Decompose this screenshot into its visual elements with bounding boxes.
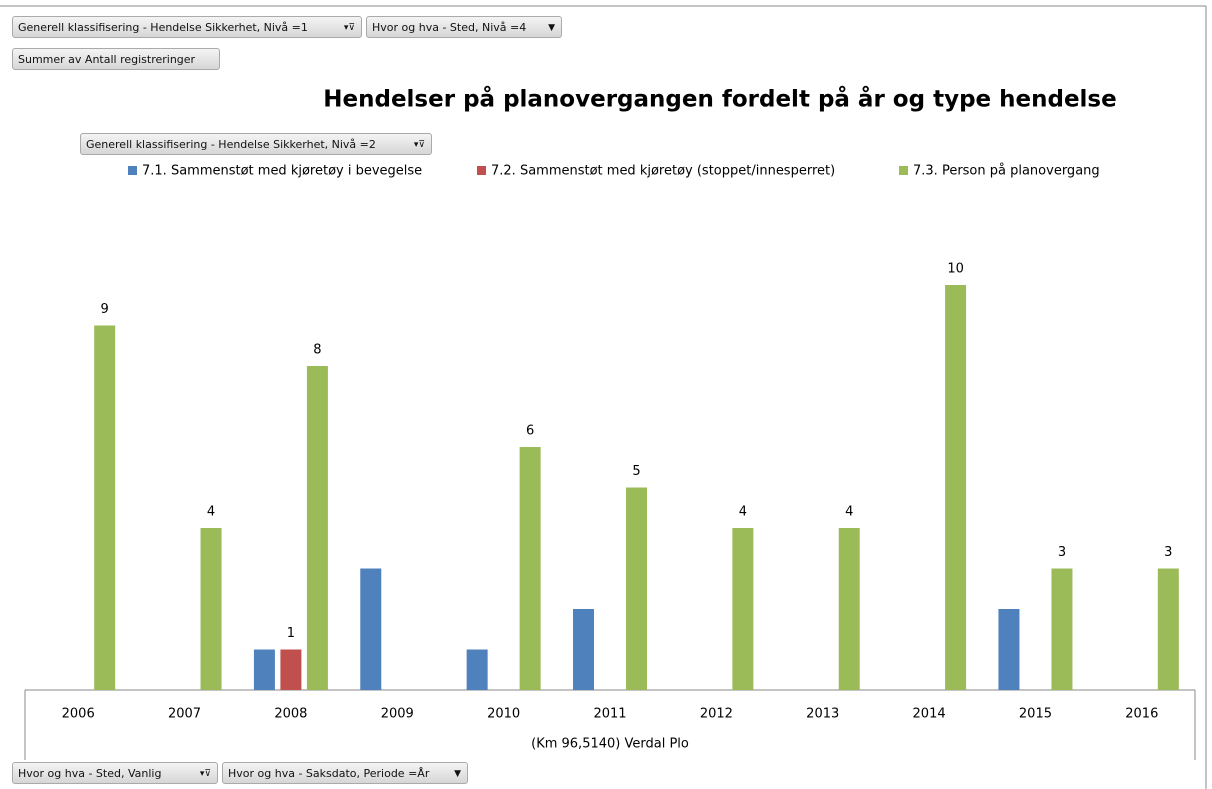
data-label: 9: [101, 302, 109, 317]
x-tick-label: 2008: [274, 707, 307, 722]
bar: [280, 649, 302, 690]
legend-label: 7.2. Sammenstøt med kjøretøy (stoppet/in…: [491, 164, 835, 179]
bar: [466, 649, 488, 690]
axis-field-button[interactable]: Hvor og hva - Sted, Vanlig ▾⊽: [12, 762, 218, 784]
data-label: 5: [632, 464, 640, 479]
bar: [1157, 568, 1179, 690]
data-label: 4: [207, 505, 215, 520]
bar: [998, 609, 1020, 690]
x-tick-label: 2014: [913, 707, 946, 722]
data-label: 10: [947, 262, 964, 277]
axis-field-button[interactable]: Hvor og hva - Saksdato, Periode =År ▼: [222, 762, 468, 784]
bar: [306, 366, 328, 690]
x-tick-label: 2012: [700, 707, 733, 722]
button-label: Generell klassifisering - Hendelse Sikke…: [86, 138, 376, 151]
bar: [1051, 568, 1073, 690]
legend-label: 7.1. Sammenstøt med kjøretøy i bevegelse: [142, 164, 422, 179]
filter-button[interactable]: Generell klassifisering - Hendelse Sikke…: [12, 16, 362, 38]
bar: [732, 528, 754, 690]
button-label: Hvor og hva - Sted, Nivå =4: [372, 21, 527, 34]
x-tick-label: 2007: [168, 707, 201, 722]
legend-field-button[interactable]: Generell klassifisering - Hendelse Sikke…: [80, 133, 432, 155]
bar: [838, 528, 860, 690]
x-tick-label: 2011: [593, 707, 626, 722]
x-tick-label: 2009: [381, 707, 414, 722]
x-axis-title: (Km 96,5140) Verdal Plo: [531, 737, 689, 752]
data-label: 4: [739, 505, 747, 520]
filter-button[interactable]: Hvor og hva - Sted, Nivå =4 ▼: [366, 16, 562, 38]
bar: [573, 609, 594, 690]
legend-swatch: [128, 166, 137, 175]
button-label: Hvor og hva - Sted, Vanlig: [18, 767, 162, 780]
x-tick-label: 2016: [1125, 707, 1158, 722]
bar: [94, 325, 116, 690]
legend-swatch: [477, 166, 486, 175]
bar: [200, 528, 222, 690]
legend-label: 7.3. Person på planovergang: [913, 164, 1100, 179]
x-tick-label: 2013: [806, 707, 839, 722]
data-label: 8: [313, 343, 321, 358]
button-label: Hvor og hva - Saksdato, Periode =År: [228, 767, 430, 780]
bar: [519, 447, 541, 690]
bar: [945, 285, 967, 690]
bar: [253, 649, 275, 690]
bar: [626, 487, 647, 690]
button-label: Summer av Antall registreringer: [18, 53, 196, 66]
x-tick-label: 2006: [62, 707, 95, 722]
data-label: 6: [526, 424, 534, 439]
data-label: 3: [1058, 545, 1066, 560]
data-label: 1: [287, 626, 295, 641]
chart-title: Hendelser på planovergangen fordelt på å…: [323, 86, 1116, 113]
bar: [360, 568, 382, 690]
legend-swatch: [899, 166, 908, 175]
x-tick-label: 2015: [1019, 707, 1052, 722]
data-label: 4: [845, 505, 853, 520]
field-button[interactable]: Summer av Antall registreringer: [12, 48, 220, 70]
data-label: 3: [1164, 545, 1172, 560]
x-tick-label: 2010: [487, 707, 520, 722]
button-label: Generell klassifisering - Hendelse Sikke…: [18, 21, 308, 34]
